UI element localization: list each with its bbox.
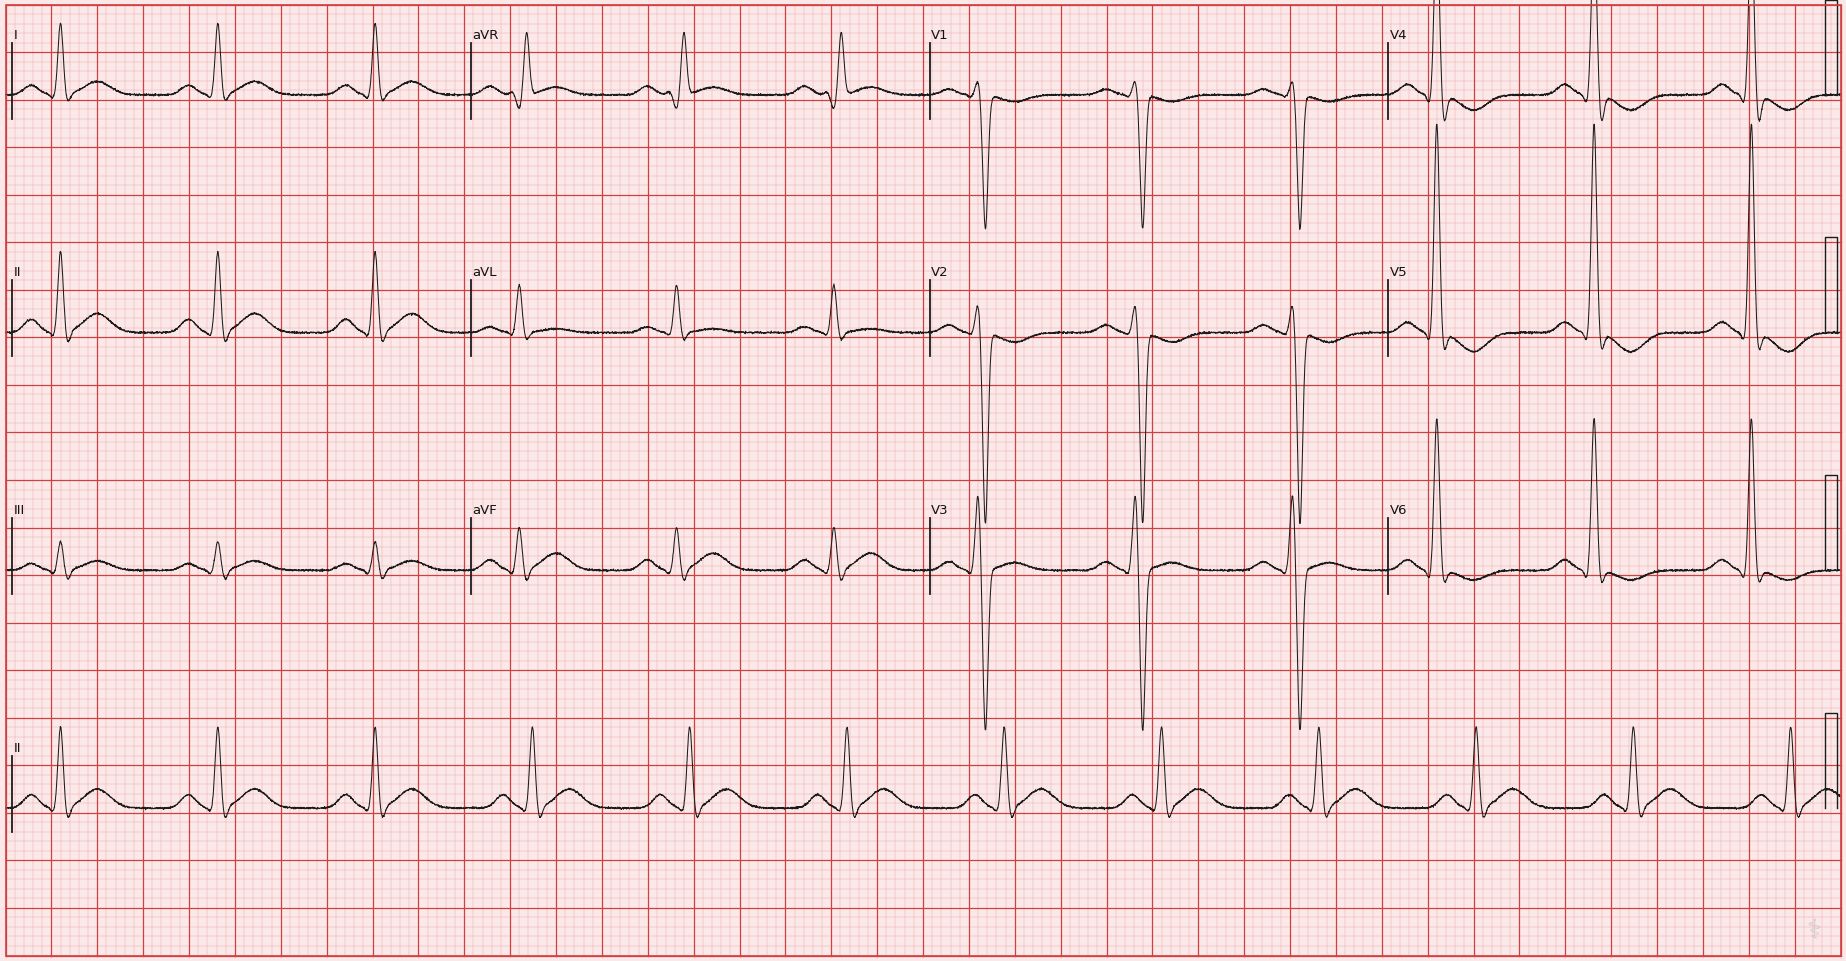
- Text: II: II: [13, 266, 20, 279]
- Text: II: II: [13, 741, 20, 754]
- Text: I: I: [13, 29, 17, 41]
- Text: V3: V3: [930, 504, 949, 516]
- Text: V1: V1: [930, 29, 949, 41]
- Text: ⚕: ⚕: [1807, 916, 1822, 944]
- Text: V2: V2: [930, 266, 949, 279]
- Text: aVF: aVF: [473, 504, 497, 516]
- Text: V6: V6: [1390, 504, 1407, 516]
- Text: V4: V4: [1390, 29, 1407, 41]
- Text: aVR: aVR: [473, 29, 498, 41]
- Text: V5: V5: [1390, 266, 1407, 279]
- Text: aVL: aVL: [473, 266, 497, 279]
- Text: III: III: [13, 504, 24, 516]
